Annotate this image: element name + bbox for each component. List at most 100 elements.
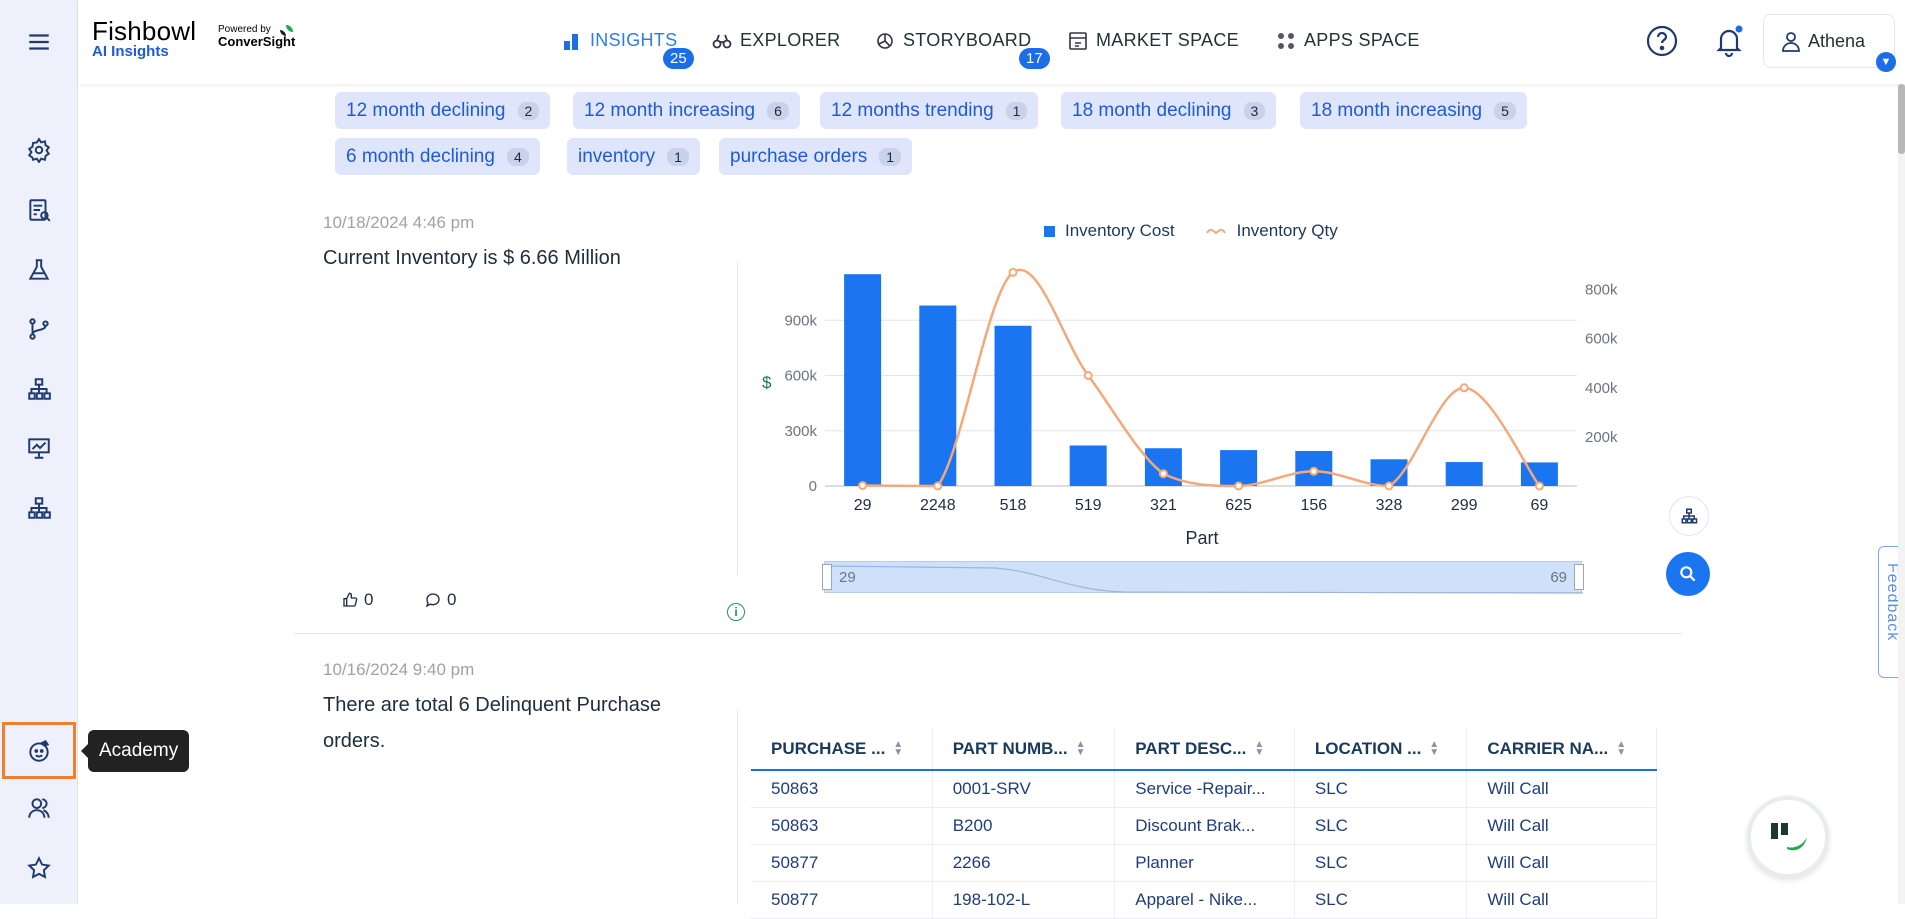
nav-storyboard-label: STORYBOARD [903,30,1032,50]
star-icon[interactable] [19,848,59,888]
table-row[interactable]: 50863 0001-SRV Service -Repair... SLC Wi… [751,770,1657,808]
nav-storyboard[interactable]: STORYBOARD [875,30,1031,51]
qty-point[interactable] [1384,481,1394,491]
bar-inventory-cost[interactable] [994,325,1032,486]
notification-bell-icon[interactable] [1712,24,1746,58]
nav-explorer[interactable]: EXPLORER [712,30,840,51]
chat-bot-icon [1771,823,1807,851]
powered-brand: ConverSight [218,34,296,49]
user-dropdown-caret-icon[interactable]: ▼ [1876,52,1896,72]
tag-12-month-increasing[interactable]: 12 month increasing 6 [573,92,800,129]
apps-grid-icon [1278,32,1294,49]
table-cell: Will Call [1466,770,1657,808]
tag-inventory[interactable]: inventory 1 [567,138,700,175]
pie-icon [877,32,893,49]
tag-18-month-increasing[interactable]: 18 month increasing 5 [1300,92,1527,129]
presentation-icon[interactable] [19,428,59,468]
scrollbar-thumb[interactable] [1898,84,1905,154]
qty-point[interactable] [1309,466,1319,476]
qty-point[interactable] [933,481,943,491]
x-tick-label: 519 [1075,497,1102,514]
sort-icon[interactable]: ▲ ▼ [1254,739,1265,759]
tag-12-months-trending[interactable]: 12 months trending 1 [820,92,1039,129]
table-row[interactable]: 50863 B200 Discount Brak... SLC Will Cal… [751,807,1657,845]
column-header[interactable]: PART NUMB... ▲ ▼ [932,728,1116,771]
app-logo[interactable]: Fishbowl AI Insights [92,18,196,59]
bar-inventory-cost[interactable] [1295,451,1333,486]
slider-right-handle[interactable] [1574,564,1584,590]
table-cell: 0001-SRV [932,770,1116,808]
reports-icon[interactable] [19,190,59,230]
bar-inventory-cost[interactable] [844,274,882,486]
bar-inventory-cost[interactable] [1445,462,1483,486]
tag-label: 12 months trending [831,99,994,121]
sort-icon[interactable]: ▲ ▼ [1429,739,1440,759]
purchase-orders-table: PURCHASE ... ▲ ▼ PART NUMB... ▲ ▼ PART DESC.… [751,728,1657,919]
x-axis-label: Part [1185,528,1218,548]
column-header[interactable]: CARRIER NA... ▲ ▼ [1466,728,1657,771]
sort-icon[interactable]: ▲ ▼ [1075,739,1086,759]
table-row[interactable]: 50877 2266 Planner SLC Will Call [751,844,1657,882]
legend-swatch-qty [1205,228,1226,235]
sidebar [0,0,78,904]
qty-point[interactable] [1158,469,1168,479]
users-icon[interactable] [19,788,59,828]
chat-assistant-button[interactable] [1747,796,1829,878]
qty-point[interactable] [1008,267,1018,277]
page-scrollbar[interactable] [1898,84,1905,904]
bar-inventory-cost[interactable] [1144,448,1182,486]
academy-button[interactable] [2,722,76,779]
qty-point[interactable] [1083,371,1093,380]
hierarchy-toggle-button[interactable] [1669,496,1709,536]
hamburger-menu-icon[interactable] [19,22,59,62]
zoom-slider[interactable]: 29 69 [822,561,1584,594]
tag-6-month-declining[interactable]: 6 month declining 4 [335,138,540,175]
settings-gear-icon[interactable] [19,130,59,170]
legend-cost-label[interactable]: Inventory Cost [1065,221,1175,240]
tag-count: 4 [506,147,529,166]
comment-button[interactable]: 0 [425,590,456,610]
bar-inventory-cost[interactable] [1520,462,1558,486]
column-header[interactable]: PURCHASE ... ▲ ▼ [751,728,933,771]
nav-apps-space[interactable]: APPS SPACE [1276,30,1420,51]
nav-market-space[interactable]: MARKET SPACE [1068,30,1239,51]
like-button[interactable]: 0 [342,590,373,610]
qty-point[interactable] [1459,383,1469,393]
bar-inventory-cost[interactable] [1220,450,1258,486]
feedback-label: Feedback [1884,563,1901,642]
sort-icon[interactable]: ▲ ▼ [1616,739,1627,759]
tag-18-month-declining[interactable]: 18 month declining 3 [1061,92,1277,129]
qty-point[interactable] [858,481,868,491]
bar-inventory-cost[interactable] [1370,459,1408,486]
flask-icon[interactable] [19,250,59,290]
legend-qty-label[interactable]: Inventory Qty [1236,221,1338,240]
column-header[interactable]: LOCATION ... ▲ ▼ [1294,728,1468,771]
user-menu[interactable]: Athena [1763,14,1895,68]
info-icon[interactable]: i [727,603,745,621]
column-header[interactable]: PART DESC... ▲ ▼ [1114,728,1295,771]
binoculars-icon [712,34,732,48]
help-icon[interactable] [1645,24,1679,58]
qty-point[interactable] [1234,481,1244,491]
slider-left-handle[interactable] [822,564,832,590]
qty-point[interactable] [1534,481,1544,491]
academy-tooltip: Academy [80,730,190,772]
table-row[interactable]: 50877 198-102-L Apparel - Nike... SLC Wi… [751,881,1657,919]
sort-icon[interactable]: ▲ ▼ [893,739,904,759]
x-tick-label: 625 [1225,497,1252,514]
column-label: LOCATION ... [1314,738,1422,758]
tag-purchase-orders[interactable]: purchase orders 1 [719,138,913,175]
hierarchy-icon[interactable] [19,369,59,409]
hierarchy-icon-2[interactable] [19,488,59,528]
branch-icon[interactable] [19,309,59,349]
bar-inventory-cost[interactable] [1069,445,1107,486]
academy-icon [29,739,50,762]
table-cell: 50863 [751,770,933,808]
tag-label: 12 month declining [346,99,506,121]
search-button[interactable] [1666,552,1710,596]
hierarchy-icon [1681,508,1698,524]
bar-inventory-cost[interactable] [919,305,957,486]
nav-market-space-label: MARKET SPACE [1096,30,1239,50]
tag-12-month-declining[interactable]: 12 month declining 2 [335,92,551,129]
nav-insights[interactable]: INSIGHTS [562,30,677,51]
